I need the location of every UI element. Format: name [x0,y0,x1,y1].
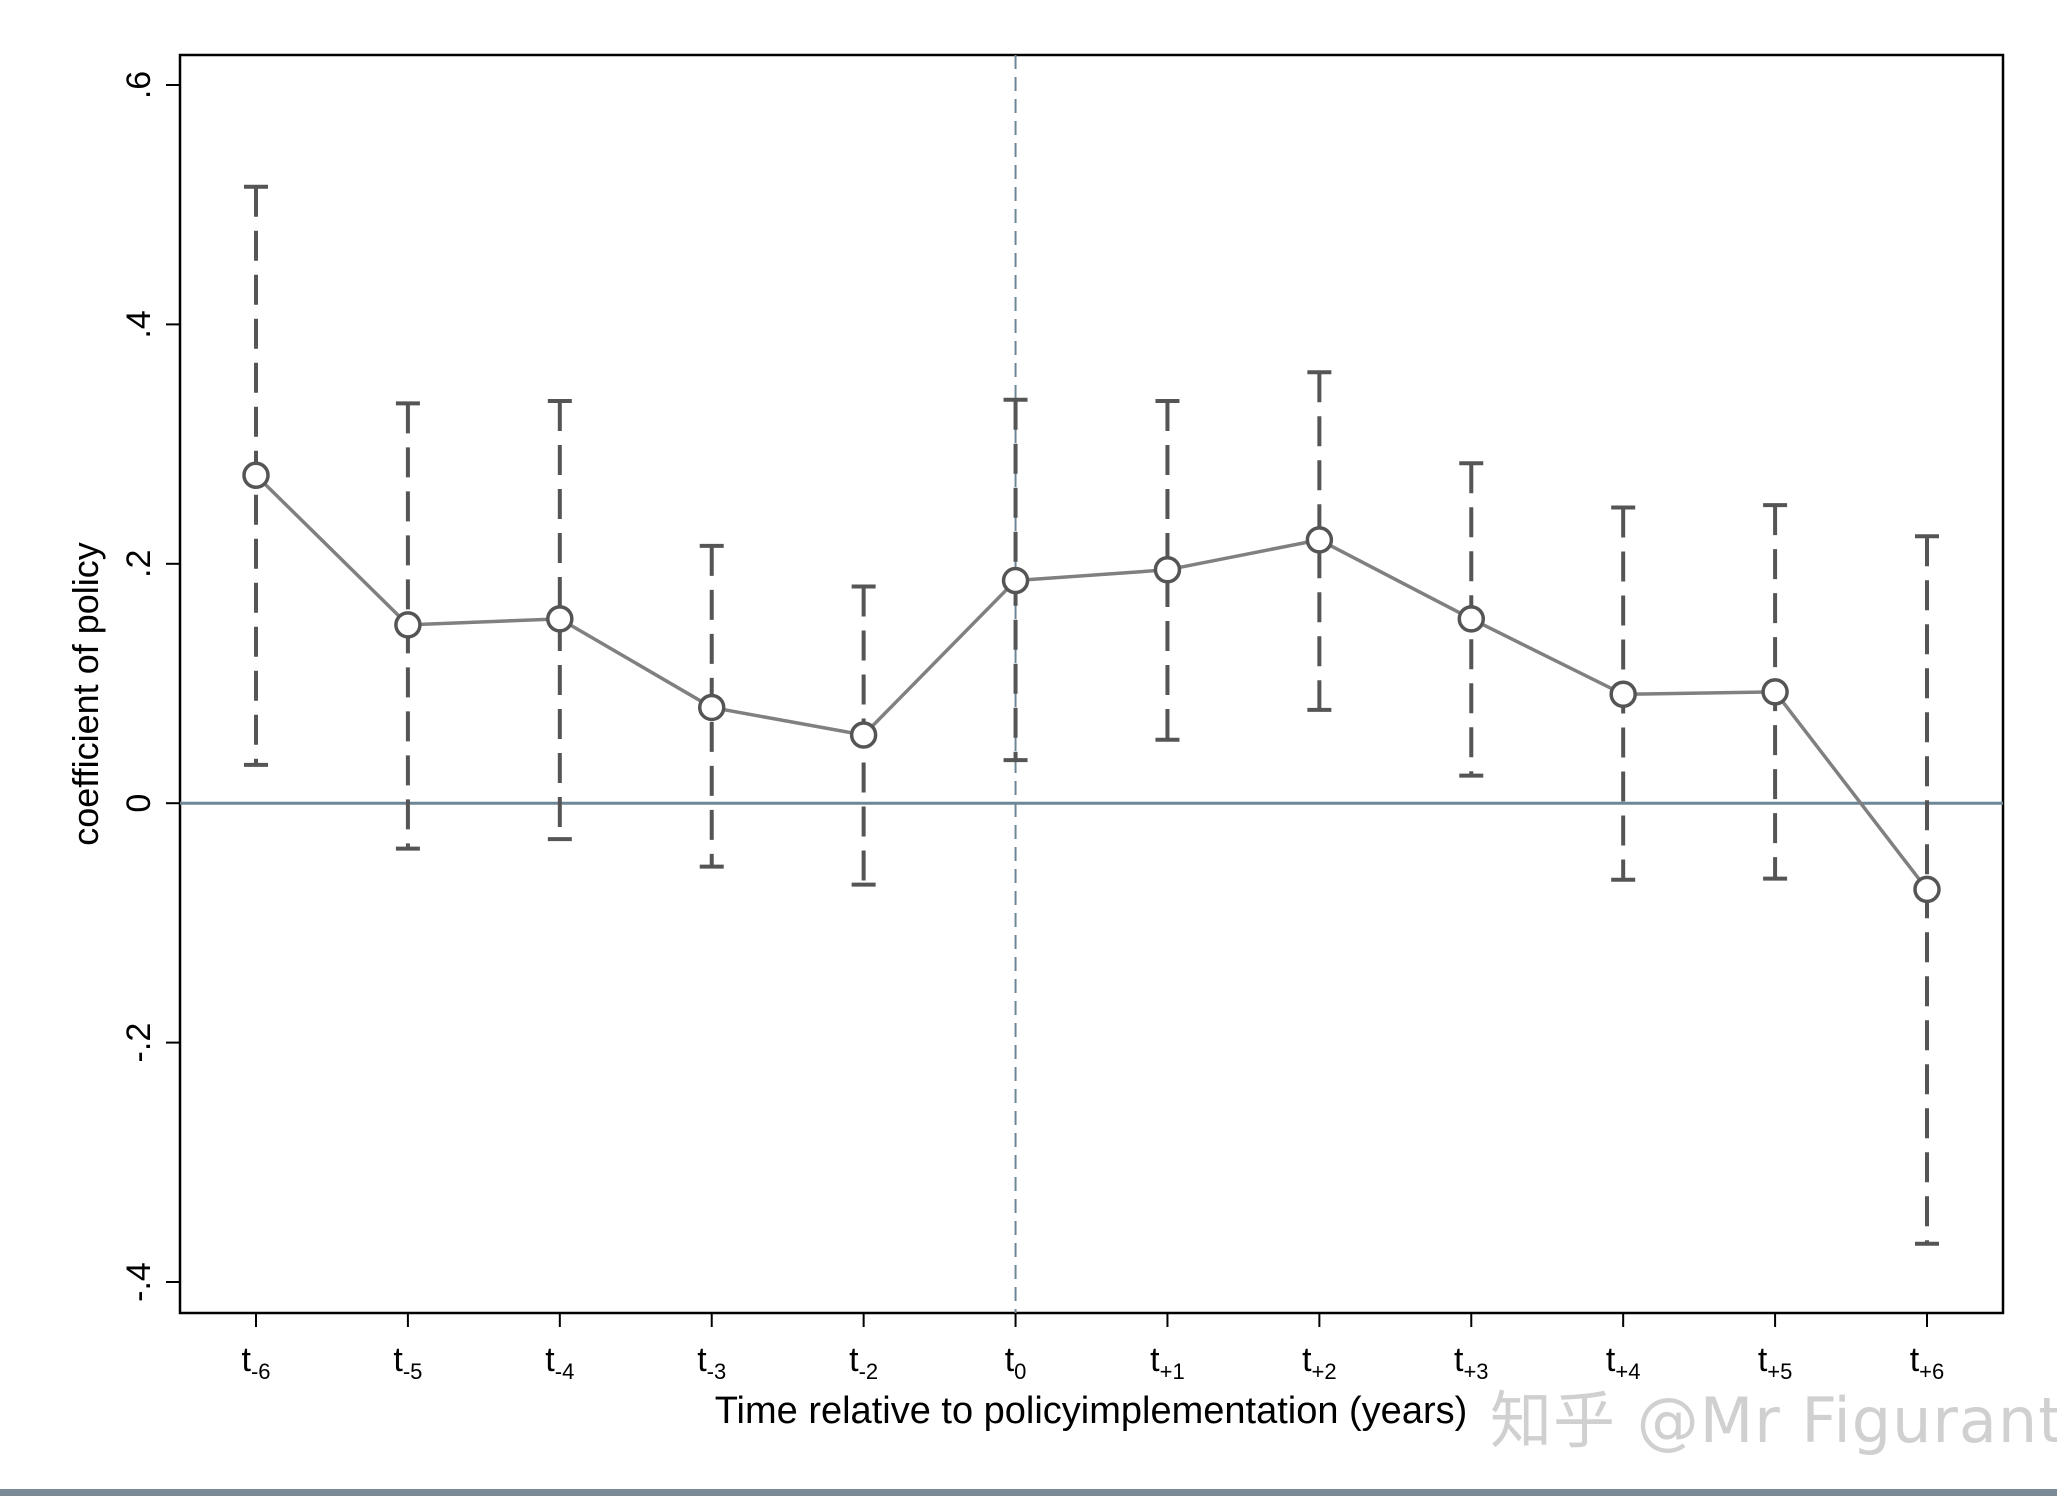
y-tick-label: .2 [120,550,158,578]
data-point [242,461,270,489]
x-tick-label: t0 [1005,1341,1027,1384]
data-point [1913,875,1941,904]
data-point [1153,556,1182,584]
y-tick-label: 0 [120,794,158,813]
data-point [1305,526,1334,554]
x-tick-label: t+1 [1150,1341,1185,1384]
data-point [1609,680,1637,709]
y-tick-label: -.4 [120,1262,158,1302]
x-tick-label: t-5 [393,1341,422,1384]
x-tick-label: t+3 [1454,1341,1489,1384]
data-point [1457,605,1486,633]
data-point [1001,566,1030,595]
x-tick-label: t-4 [545,1341,574,1384]
y-tick-label: .4 [120,310,158,338]
x-tick-label: t+5 [1758,1341,1793,1384]
y-axis-title: coefficient of policy [65,542,106,846]
data-point [546,605,574,633]
plot-frame [178,53,2005,1315]
watermark: 知乎 @Mr Figurant [1490,1384,2057,1457]
data-point [394,611,422,639]
series-line [254,473,1929,891]
y-tick-label: .6 [120,71,158,99]
data-point [849,721,878,749]
x-tick-label: t+6 [1910,1341,1945,1384]
x-tick-label: t+4 [1606,1341,1641,1384]
x-tick-label: t-3 [697,1341,726,1384]
data-point [1761,678,1789,706]
data-point [697,693,726,722]
bottom-divider [0,1489,2057,1496]
y-tick-label: -.2 [120,1023,158,1063]
x-tick-label: t-2 [849,1341,878,1384]
x-tick-label: t-6 [241,1341,270,1384]
x-tick-label: t+2 [1302,1341,1337,1384]
x-axis-title: Time relative to policyimplementation (y… [715,1390,1468,1432]
